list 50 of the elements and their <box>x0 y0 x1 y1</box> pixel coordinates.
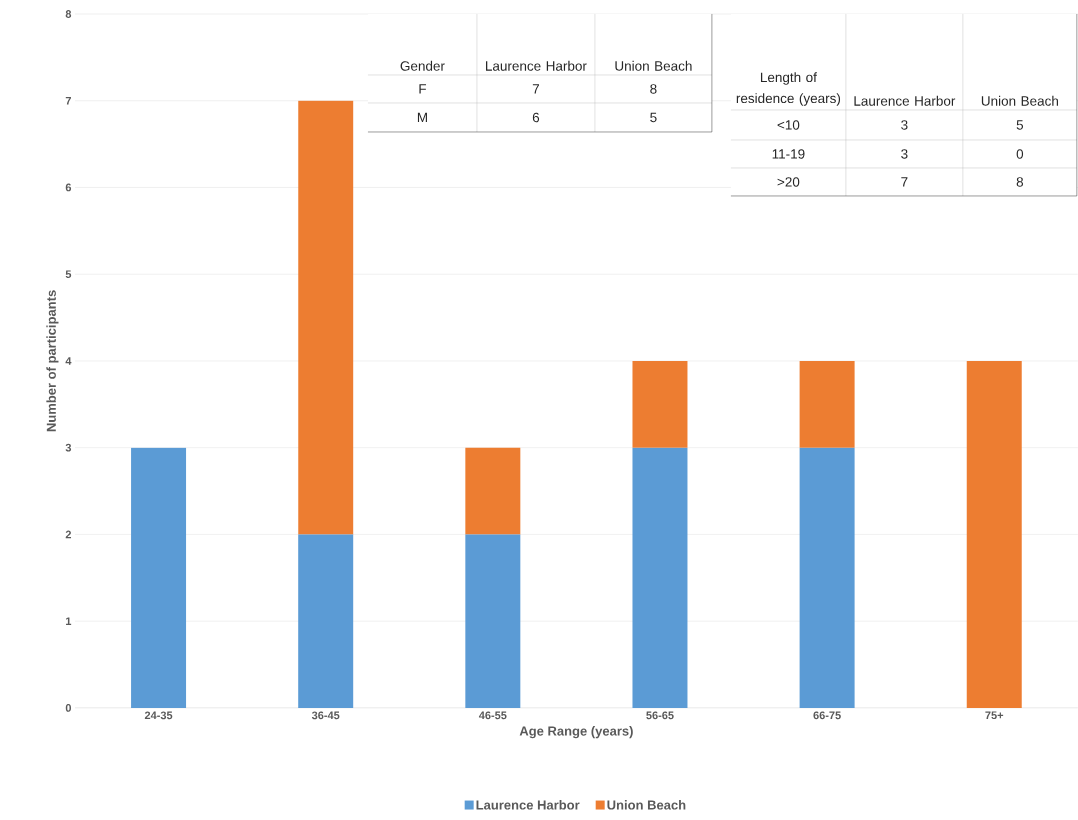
annotation: 3 <box>901 120 908 130</box>
annotation: Gender <box>400 60 445 71</box>
bar <box>465 534 521 708</box>
annotation: <10 <box>777 120 800 130</box>
y-tick-label: 5 <box>65 270 72 279</box>
y-tick-label: 4 <box>65 357 72 365</box>
annotation: F <box>419 84 427 94</box>
x-axis-title: Age Range (years) <box>519 726 633 739</box>
bar <box>298 534 354 708</box>
legend-label: Laurence Harbor <box>476 800 580 810</box>
bar <box>799 361 855 448</box>
bar <box>298 100 354 535</box>
bar <box>799 447 855 708</box>
legend-label: Union Beach <box>607 800 686 810</box>
annotation: 5 <box>1016 120 1024 130</box>
annotation: Union Beach <box>981 95 1058 106</box>
annotation: Laurence Harbor <box>854 95 956 106</box>
annotation: M <box>417 112 427 123</box>
y-tick-label: 0 <box>65 704 72 712</box>
bar <box>632 447 688 708</box>
annotation: 11-19 <box>772 149 805 159</box>
annotation: >20 <box>777 177 800 187</box>
y-tick-label: 2 <box>65 530 72 539</box>
y-tick-label: 8 <box>65 10 72 18</box>
x-tick-label: 56-65 <box>646 711 674 720</box>
annotation: 7 <box>532 84 540 94</box>
annotation: Union Beach <box>615 60 692 71</box>
annotation: 8 <box>650 84 657 94</box>
bar <box>966 361 1022 708</box>
y-tick-label: 7 <box>65 97 71 105</box>
x-tick-label: 36-45 <box>311 711 340 720</box>
x-tick-label: 46-55 <box>478 711 507 720</box>
bar <box>465 447 521 535</box>
annotation: Length of residence (years) <box>736 72 841 106</box>
bar <box>632 361 688 448</box>
annotation: 8 <box>1016 177 1024 187</box>
annotation: 3 <box>901 149 908 159</box>
annotation: Laurence Harbor <box>486 60 587 71</box>
x-tick-label: 24-35 <box>144 711 173 720</box>
y-tick-label: 6 <box>65 183 72 192</box>
y-tick-label: 1 <box>66 617 72 625</box>
annotation: 0 <box>1016 149 1024 159</box>
y-axis-title: Number of participants <box>46 290 59 432</box>
x-tick-label: 75+ <box>985 711 1004 720</box>
bar <box>131 447 187 708</box>
annotation: 6 <box>532 112 540 123</box>
y-tick-label: 3 <box>65 443 72 452</box>
x-tick-label: 66-75 <box>813 711 841 720</box>
annotation: 7 <box>901 177 908 187</box>
annotation: 5 <box>650 112 657 123</box>
